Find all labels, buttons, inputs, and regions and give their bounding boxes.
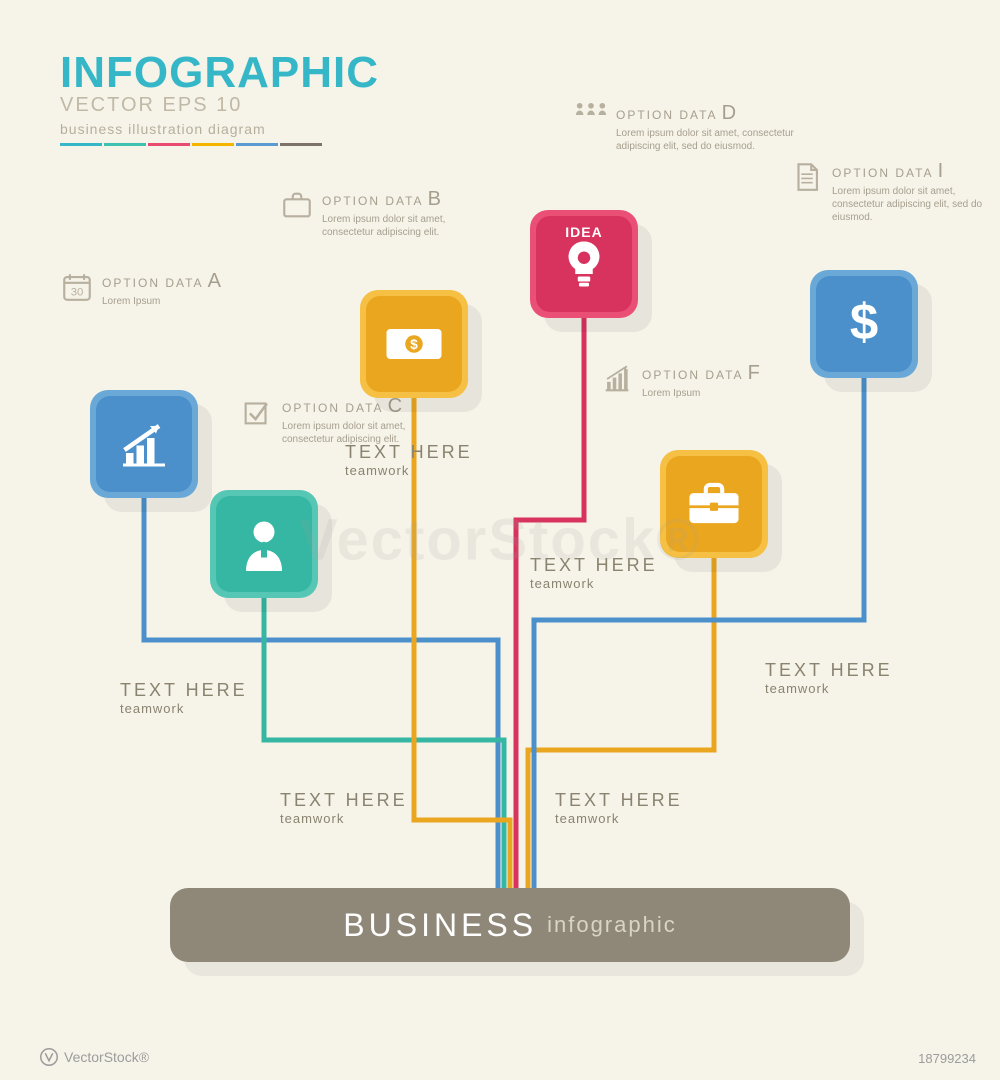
- node-chart: [90, 390, 198, 498]
- option-data-a: 30 OPTION DATAA Lorem Ipsum: [60, 270, 223, 308]
- barchart-icon: [600, 362, 634, 396]
- text-here-title: TEXT HERE: [555, 790, 683, 811]
- footer-bar: BUSINESS infographic: [170, 888, 850, 962]
- text-here-title: TEXT HERE: [120, 680, 248, 701]
- people-icon: [574, 102, 608, 136]
- text-here-sub: teamwork: [280, 811, 408, 826]
- option-label: OPTION DATAC: [282, 395, 405, 418]
- idea-label: IDEA: [530, 224, 638, 240]
- node-money: $: [360, 290, 468, 398]
- option-body: Lorem ipsum dolor sit amet, consectetur …: [832, 185, 1000, 224]
- option-label: OPTION DATAA: [102, 270, 223, 293]
- infographic-canvas: INFOGRAPHIC VECTOR EPS 10 business illus…: [0, 0, 1000, 1080]
- text-here-title: TEXT HERE: [345, 442, 473, 463]
- text-here-label: TEXT HEREteamwork: [555, 790, 683, 826]
- text-here-title: TEXT HERE: [765, 660, 893, 681]
- svg-text:$: $: [410, 337, 418, 352]
- text-here-sub: teamwork: [120, 701, 248, 716]
- node-idea: IDEA: [530, 210, 638, 318]
- option-data-c: OPTION DATAC Lorem ipsum dolor sit amet,…: [240, 395, 405, 446]
- node-dollar: $: [810, 270, 918, 378]
- footer-word-1: BUSINESS: [343, 907, 537, 944]
- option-label: OPTION DATAD: [616, 102, 816, 125]
- text-here-label: TEXT HEREteamwork: [280, 790, 408, 826]
- header-block: INFOGRAPHIC VECTOR EPS 10 business illus…: [60, 48, 379, 146]
- node-person: [210, 490, 318, 598]
- checkbox-icon: [240, 395, 274, 429]
- header-subtitle-2: business illustration diagram: [60, 121, 379, 137]
- text-here-label: TEXT HEREteamwork: [345, 442, 473, 478]
- text-here-label: TEXT HEREteamwork: [530, 555, 658, 591]
- option-data-d: OPTION DATAD Lorem ipsum dolor sit amet,…: [574, 102, 816, 153]
- document-icon: [790, 160, 824, 194]
- option-data-b: OPTION DATAB Lorem ipsum dolor sit amet,…: [280, 188, 445, 239]
- dollar-icon: $: [816, 276, 912, 372]
- briefcase-fill-icon: [666, 456, 762, 552]
- banknote-icon: $: [366, 296, 462, 392]
- calendar-icon: 30: [60, 270, 94, 304]
- text-here-sub: teamwork: [765, 681, 893, 696]
- header-title: INFOGRAPHIC: [60, 48, 379, 98]
- briefcase-icon: [280, 188, 314, 222]
- option-body: Lorem Ipsum: [642, 387, 762, 400]
- brand-logo-icon: [40, 1048, 58, 1066]
- option-data-f: OPTION DATAF Lorem Ipsum: [600, 362, 762, 400]
- text-here-label: TEXT HEREteamwork: [120, 680, 248, 716]
- option-label: OPTION DATAB: [322, 188, 445, 211]
- brand-text: VectorStock®: [64, 1049, 149, 1065]
- brand-label: VectorStock®: [40, 1048, 149, 1066]
- image-id: 18799234: [918, 1051, 976, 1066]
- svg-text:30: 30: [71, 287, 84, 299]
- option-label: OPTION DATAF: [642, 362, 762, 385]
- growth-chart-icon: [96, 396, 192, 492]
- option-data-i: OPTION DATAI Lorem ipsum dolor sit amet,…: [790, 160, 1000, 224]
- text-here-title: TEXT HERE: [530, 555, 658, 576]
- text-here-sub: teamwork: [530, 576, 658, 591]
- node-briefcase: [660, 450, 768, 558]
- text-here-label: TEXT HEREteamwork: [765, 660, 893, 696]
- footer-word-2: infographic: [547, 912, 677, 938]
- text-here-title: TEXT HERE: [280, 790, 408, 811]
- option-body: Lorem ipsum dolor sit amet,consectetur a…: [322, 213, 445, 239]
- option-body: Lorem ipsum dolor sit amet, consectetur …: [616, 127, 816, 153]
- text-here-sub: teamwork: [345, 463, 473, 478]
- header-underline: [60, 143, 379, 146]
- option-body: Lorem Ipsum: [102, 295, 223, 308]
- option-label: OPTION DATAI: [832, 160, 1000, 183]
- svg-text:$: $: [850, 294, 878, 350]
- person-icon: [216, 496, 312, 592]
- text-here-sub: teamwork: [555, 811, 683, 826]
